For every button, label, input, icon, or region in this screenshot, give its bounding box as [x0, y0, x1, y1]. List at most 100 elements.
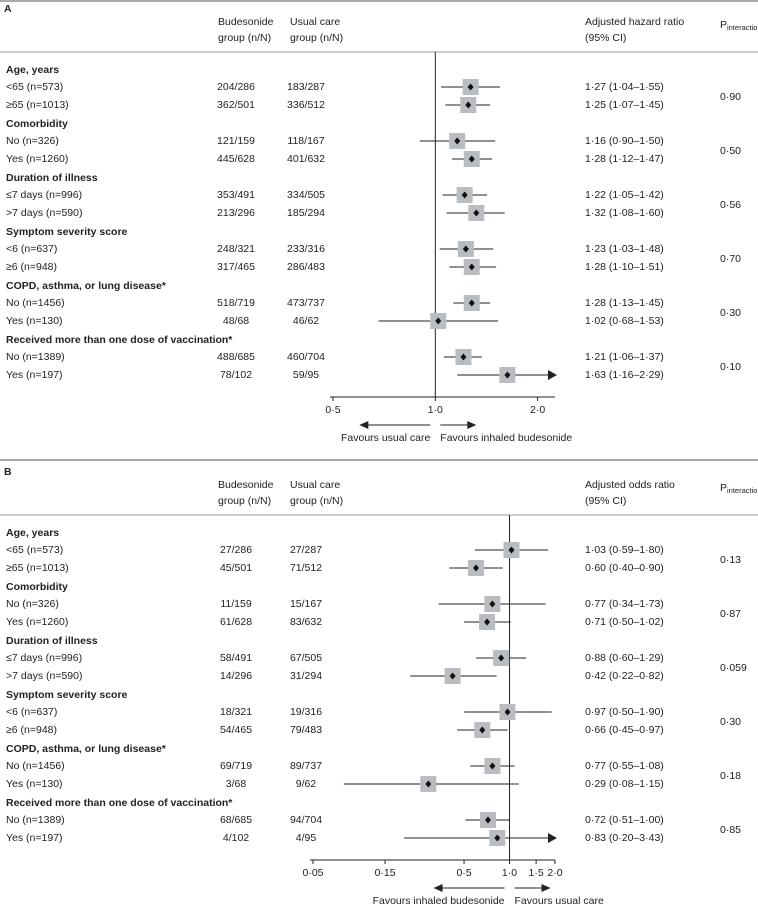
estimate-diamond — [473, 564, 480, 572]
ratio-ci: 1·16 (0·90–1·50) — [585, 135, 664, 147]
p-symbol: P — [720, 19, 727, 31]
ratio-ci: 1·28 (1·12–1·47) — [585, 153, 664, 165]
ratio-ci: 1·03 (0·59–1·80) — [585, 544, 664, 556]
usual-care-count: 118/167 — [287, 135, 324, 147]
budesonide-count: 213/296 — [217, 207, 255, 219]
usual-care-count: 473/737 — [287, 297, 325, 309]
p-symbol: P — [720, 482, 727, 494]
ratio-ci: 0·71 (0·50–1·02) — [585, 616, 664, 628]
budesonide-count: 3/68 — [226, 778, 247, 790]
x-tick-label: 0·05 — [302, 867, 323, 879]
row-label: <65 (n=573) — [6, 544, 63, 556]
estimate-diamond — [498, 654, 505, 662]
usual-care-count: 46/62 — [293, 315, 319, 327]
row-label: ≥6 (n=948) — [6, 724, 57, 736]
usual-care-count: 19/316 — [290, 706, 322, 718]
panel-label: A — [4, 3, 12, 15]
usual-care-count: 83/632 — [290, 616, 322, 628]
estimate-diamond — [479, 726, 486, 734]
p-subscript: interaction — [727, 486, 758, 495]
row-label: No (n=1456) — [6, 760, 65, 772]
column-header: group (n/N) — [290, 32, 343, 44]
group-title: COPD, asthma, or lung disease* — [6, 280, 167, 292]
p-value: 0·87 — [720, 608, 741, 620]
usual-care-count: 59/95 — [293, 369, 319, 381]
row-label: >7 days (n=590) — [6, 670, 82, 682]
ratio-ci: 1·32 (1·08–1·60) — [585, 207, 664, 219]
x-tick-label: 1·0 — [502, 867, 517, 879]
usual-care-count: 27/287 — [290, 544, 322, 556]
estimate-diamond — [468, 299, 475, 307]
usual-care-count: 67/505 — [290, 652, 322, 664]
group-title: COPD, asthma, or lung disease* — [6, 743, 167, 755]
ratio-ci: 1·02 (0·68–1·53) — [585, 315, 664, 327]
estimate-diamond — [462, 245, 469, 253]
ci-arrow — [548, 833, 557, 843]
row-label: ≤7 days (n=996) — [6, 189, 82, 201]
favours-right: Favours usual care — [515, 895, 604, 905]
x-tick-label: 0·15 — [375, 867, 396, 879]
row-label: <65 (n=573) — [6, 81, 63, 93]
usual-care-count: 79/483 — [290, 724, 322, 736]
column-header: Usual care — [290, 16, 340, 28]
x-tick-label: 2·0 — [530, 404, 545, 416]
ratio-ci: 0·42 (0·22–0·82) — [585, 670, 664, 682]
row-label: ≤7 days (n=996) — [6, 652, 82, 664]
budesonide-count: 518/719 — [217, 297, 255, 309]
row-label: No (n=1456) — [6, 297, 65, 309]
estimate-diamond — [461, 191, 468, 199]
budesonide-count: 78/102 — [220, 369, 252, 381]
x-tick-label: 0·5 — [456, 867, 471, 879]
row-label: Yes (n=197) — [6, 832, 63, 844]
row-label: Yes (n=130) — [6, 778, 63, 790]
column-header: group (n/N) — [218, 32, 271, 44]
budesonide-count: 445/628 — [217, 153, 255, 165]
p-header: Pinteraction — [720, 482, 758, 495]
usual-care-count: 336/512 — [287, 99, 325, 111]
p-value: 0·10 — [720, 361, 741, 373]
usual-care-count: 233/316 — [287, 243, 325, 255]
p-value: 0·18 — [720, 770, 741, 782]
ratio-ci: 0·77 (0·34–1·73) — [585, 598, 664, 610]
group-title: Symptom severity score — [6, 689, 128, 701]
group-title: Duration of illness — [6, 172, 98, 184]
estimate-diamond — [454, 137, 461, 145]
estimate-diamond — [467, 83, 474, 91]
ratio-ci: 0·83 (0·20–3·43) — [585, 832, 664, 844]
budesonide-count: 68/685 — [220, 814, 252, 826]
estimate-diamond — [489, 600, 496, 608]
estimate-diamond — [468, 263, 475, 271]
ci-arrow — [548, 370, 557, 380]
column-header: group (n/N) — [290, 495, 343, 507]
budesonide-count: 61/628 — [220, 616, 252, 628]
x-tick-label: 1·0 — [428, 404, 443, 416]
estimate-diamond — [508, 546, 515, 554]
p-value: 0·30 — [720, 307, 741, 319]
estimate-diamond — [460, 353, 467, 361]
row-label: ≥65 (n=1013) — [6, 562, 69, 574]
favours-left: Favours usual care — [341, 432, 430, 444]
usual-care-count: 4/95 — [296, 832, 317, 844]
budesonide-count: 11/159 — [220, 598, 251, 610]
column-header: Usual care — [290, 479, 340, 491]
budesonide-count: 69/719 — [220, 760, 252, 772]
group-title: Received more than one dose of vaccinati… — [6, 334, 233, 346]
usual-care-count: 71/512 — [290, 562, 322, 574]
usual-care-count: 401/632 — [287, 153, 325, 165]
ratio-ci: 1·21 (1·06–1·37) — [585, 351, 664, 363]
x-tick-label: 2·0 — [547, 867, 562, 879]
budesonide-count: 362/501 — [217, 99, 255, 111]
row-label: <6 (n=637) — [6, 243, 57, 255]
estimate-diamond — [425, 780, 432, 788]
column-header: (95% CI) — [585, 495, 626, 507]
estimate-diamond — [494, 834, 501, 842]
ratio-ci: 0·77 (0·55–1·08) — [585, 760, 664, 772]
estimate-diamond — [484, 618, 491, 626]
p-header: Pinteraction — [720, 19, 758, 32]
row-label: Yes (n=197) — [6, 369, 63, 381]
p-value: 0·70 — [720, 253, 741, 265]
usual-care-count: 185/294 — [287, 207, 325, 219]
group-title: Symptom severity score — [6, 226, 128, 238]
favours-left-head — [359, 421, 369, 429]
